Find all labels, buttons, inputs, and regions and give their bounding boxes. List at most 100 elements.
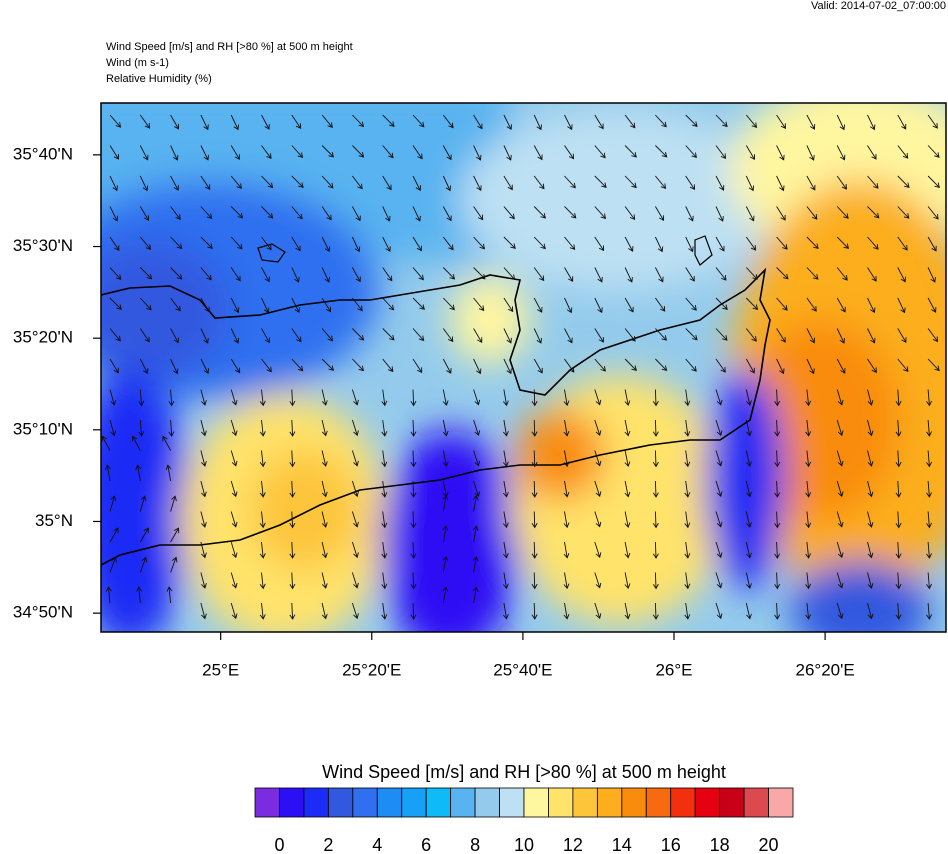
lon-label: 26°20'E	[795, 660, 854, 679]
wind-arrows	[101, 114, 940, 620]
lat-label: 35°N	[35, 511, 73, 530]
wind-arrow	[715, 358, 726, 373]
wind-arrow	[836, 267, 848, 281]
wind-arrow	[776, 206, 786, 221]
wind-arrow	[594, 511, 602, 528]
wind-arrow	[382, 114, 395, 127]
wind-arrow	[442, 525, 449, 543]
colorbar-box	[254, 787, 280, 818]
shade	[101, 370, 190, 632]
wind-arrow	[382, 175, 392, 191]
colorbar-box	[376, 787, 403, 818]
wind-arrow	[412, 297, 425, 310]
wind-arrow	[472, 555, 479, 573]
wind-arrow	[927, 297, 937, 313]
wind-arrow	[259, 419, 266, 437]
wind-arrow	[684, 389, 691, 407]
wind-arrow	[381, 602, 388, 620]
wind-arrow	[352, 267, 361, 283]
wind-arrow	[502, 541, 509, 559]
wind-arrow	[867, 114, 876, 131]
wind-arrow	[564, 114, 573, 131]
wind-arrow	[564, 175, 576, 189]
wind-arrow	[442, 328, 454, 343]
colorbar-box	[768, 787, 794, 818]
wind-arrow	[624, 602, 631, 620]
colorbar-box	[401, 787, 427, 818]
wind-arrow	[836, 389, 844, 406]
wind-arrow	[109, 297, 122, 310]
wind-arrow	[806, 175, 816, 191]
wind-arrow	[381, 450, 388, 468]
wind-arrow	[654, 236, 664, 253]
wind-arrow	[897, 236, 908, 251]
wind-arrow	[261, 114, 270, 130]
colorbar-box	[694, 787, 721, 818]
wind-arrow	[289, 480, 296, 498]
wind-arrow	[774, 419, 781, 437]
shade	[250, 450, 360, 570]
wind-arrow	[624, 175, 637, 189]
lat-label: 34°50'N	[13, 603, 73, 622]
wind-arrow	[321, 297, 331, 313]
wind-arrow	[836, 419, 844, 437]
wind-arrow	[594, 541, 602, 559]
wind-arrow	[652, 480, 659, 498]
wind-arrow	[685, 145, 697, 159]
wind-arrow	[442, 114, 454, 129]
wind-arrow	[352, 358, 365, 372]
wind-arrow	[652, 511, 659, 529]
wind-arrow	[926, 511, 933, 529]
wind-arrow	[684, 602, 691, 620]
wind-arrow	[321, 450, 328, 467]
wind-arrow	[594, 419, 602, 437]
wind-arrow	[745, 450, 752, 467]
wind-arrow	[410, 541, 417, 559]
wind-arrow	[897, 175, 910, 189]
wind-arrow	[655, 206, 665, 222]
wind-arrow	[381, 480, 388, 498]
colorbar-label: 16	[661, 835, 681, 854]
wind-arrow	[624, 206, 636, 221]
wind-arrow	[200, 389, 207, 406]
wind-arrow	[259, 602, 266, 620]
wind-arrow	[200, 419, 207, 437]
wind-arrow	[230, 541, 238, 559]
wind-arrow	[655, 267, 664, 283]
wind-arrow	[109, 175, 118, 192]
wind-arrow	[291, 297, 300, 314]
wind-arrow	[684, 419, 691, 437]
wind-arrow	[109, 114, 122, 128]
wind-arrow	[867, 480, 874, 498]
wind-arrow	[926, 602, 933, 620]
wind-arrow	[684, 480, 691, 498]
wind-arrow	[382, 297, 395, 311]
wind-arrow	[170, 328, 179, 344]
wind-arrow	[563, 480, 570, 498]
wind-arrow	[805, 480, 812, 498]
wind-arrow	[715, 267, 727, 281]
wind-arrow	[139, 236, 152, 250]
wind-arrow	[261, 206, 274, 219]
wind-arrow	[109, 206, 118, 222]
wind-arrow	[594, 572, 602, 589]
wind-arrow	[927, 145, 940, 158]
wind-arrow	[472, 586, 479, 604]
wind-arrow	[715, 236, 725, 252]
wind-arrow	[895, 602, 902, 620]
wind-arrow	[715, 419, 723, 437]
wind-arrow	[685, 114, 698, 127]
wind-arrow	[382, 236, 391, 253]
wind-arrow	[806, 114, 816, 130]
wind-arrow	[776, 236, 788, 250]
wind-arrow	[410, 419, 417, 437]
wind-arrow	[200, 328, 209, 344]
wind-arrow	[652, 389, 659, 407]
wind-arrow	[230, 480, 238, 498]
wind-arrow	[926, 389, 933, 407]
wind-arrow	[867, 541, 874, 559]
wind-arrow	[321, 602, 328, 620]
wind-arrow	[259, 511, 266, 529]
wind-arrow	[139, 527, 149, 543]
wind-arrow	[745, 114, 758, 129]
